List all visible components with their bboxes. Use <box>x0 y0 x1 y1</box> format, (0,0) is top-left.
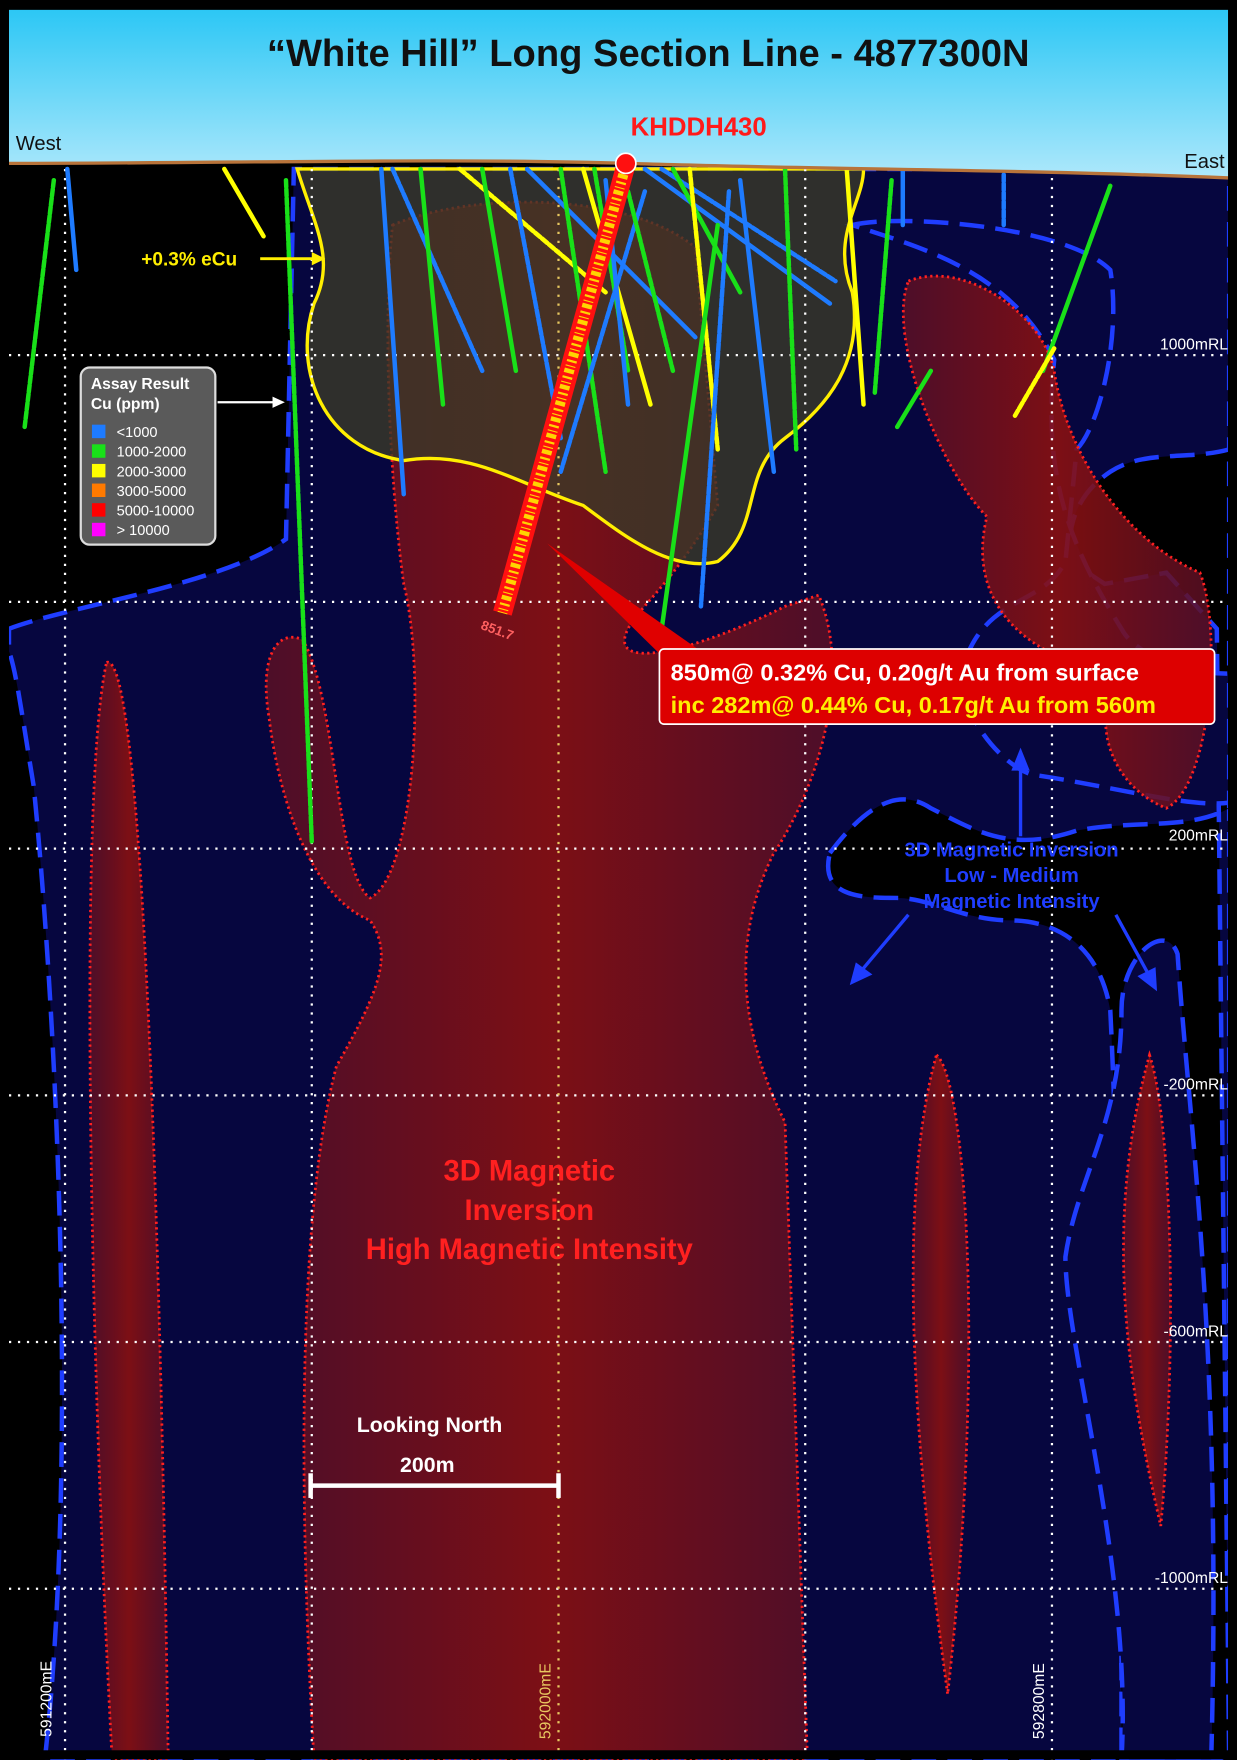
legend-swatch <box>92 425 105 438</box>
legend: Assay Result Cu (ppm) <1000 1000-2000 2000… <box>81 367 216 544</box>
easting-label: 592000mE <box>538 1663 555 1739</box>
legend-title: Assay Result <box>91 376 190 393</box>
legend-title: Cu (ppm) <box>91 396 160 413</box>
easting-label: 591200mE <box>39 1661 56 1737</box>
view-direction: Looking North <box>357 1413 503 1437</box>
contour-label: +0.3% eCu <box>141 249 237 270</box>
legend-swatch <box>92 484 105 497</box>
legend-label: 1000-2000 <box>117 445 187 461</box>
legend-label: <1000 <box>117 425 158 441</box>
annotation-line: 3D Magnetic Inversion <box>905 839 1119 861</box>
east-label: East <box>1184 151 1225 173</box>
rl-label: -600mRL <box>1163 1323 1228 1340</box>
scale-length: 200m <box>400 1453 454 1477</box>
rl-label: 200mRL <box>1169 828 1229 845</box>
page: { "header": {"title": "“White Hill” Long… <box>0 0 1237 1760</box>
legend-swatch <box>92 523 105 536</box>
legend-swatch <box>92 503 105 516</box>
rl-label: 1000mRL <box>1160 337 1228 354</box>
section-diagram: “White Hill” Long Section Line - 4877300… <box>0 0 1237 1760</box>
drillhole-name: KHDDH430 <box>631 113 767 141</box>
callout-line: inc 282m@ 0.44% Cu, 0.17g/t Au from 560m <box>671 692 1156 718</box>
callout-line: 850m@ 0.32% Cu, 0.20g/t Au from surface <box>671 659 1139 685</box>
annotation-line: High Magnetic Intensity <box>366 1234 694 1266</box>
legend-label: 3000-5000 <box>117 484 187 500</box>
legend-swatch <box>92 464 105 477</box>
easting-label: 592800mE <box>1031 1663 1048 1739</box>
west-label: West <box>16 133 62 155</box>
legend-label: > 10000 <box>117 523 170 539</box>
annotation-line: Low - Medium <box>944 865 1078 887</box>
collar <box>616 153 636 173</box>
legend-swatch <box>92 444 105 457</box>
annotation-line: 3D Magnetic <box>444 1156 616 1188</box>
rl-label: -1000mRL <box>1155 1570 1229 1587</box>
rl-label: -200mRL <box>1163 1077 1228 1094</box>
legend-label: 5000-10000 <box>117 504 195 520</box>
legend-label: 2000-3000 <box>117 464 187 480</box>
annotation-line: Inversion <box>465 1195 595 1227</box>
annotation-line: Magnetic Intensity <box>924 891 1101 913</box>
title: “White Hill” Long Section Line - 4877300… <box>267 32 1030 75</box>
